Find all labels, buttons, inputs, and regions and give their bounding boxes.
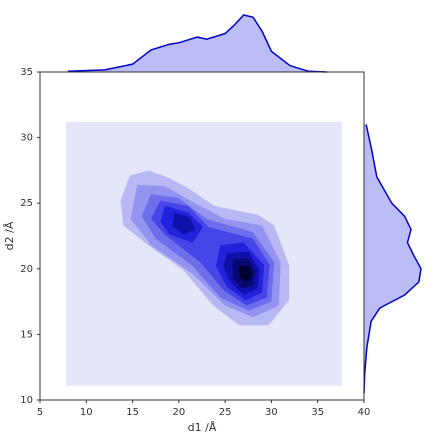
y-tick-label: 20 — [20, 264, 33, 275]
density-contour — [172, 212, 196, 235]
y-tick-label: 10 — [20, 395, 33, 406]
x-tick-label: 35 — [311, 407, 324, 418]
y-axis-label: d2 /Å — [3, 221, 16, 250]
plot-frame — [39, 71, 365, 401]
y-tick-label: 15 — [20, 329, 33, 340]
x-tick-label: 15 — [126, 407, 139, 418]
x-tick-label: 25 — [219, 407, 232, 418]
x-tick-label: 20 — [172, 407, 185, 418]
x-tick-label: 40 — [358, 407, 371, 418]
x-tick-label: 30 — [265, 407, 278, 418]
y-tick-label: 30 — [20, 133, 33, 144]
marginal-x-area — [67, 15, 327, 72]
x-tick-label: 10 — [80, 407, 93, 418]
density-contour — [239, 266, 252, 282]
y-tick-label: 25 — [20, 198, 33, 209]
y-tick-label: 35 — [20, 67, 33, 78]
x-axis-label: d1 /Å — [188, 421, 217, 434]
marginal-x-curve — [67, 14, 327, 73]
marginal-y-curve — [363, 124, 422, 394]
marginal-y-area — [364, 124, 421, 394]
x-tick-label: 5 — [37, 407, 43, 418]
